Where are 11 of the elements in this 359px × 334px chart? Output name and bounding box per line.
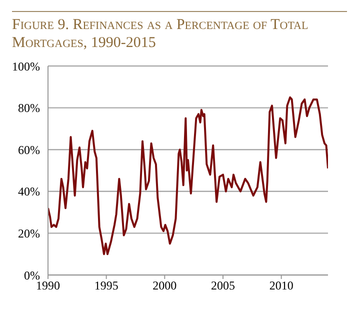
y-tick-label: 100% <box>12 59 40 74</box>
y-tick-label: 40% <box>18 184 40 199</box>
y-tick-label: 80% <box>18 101 40 116</box>
y-tick-label: 60% <box>18 142 40 157</box>
line-series <box>48 96 328 256</box>
x-tick-label: 2000 <box>152 278 177 293</box>
chart-title: Figure 9. Refinances as a Percentage of Total Mortgages, 1990-2015 <box>12 16 310 52</box>
y-tick-label: 20% <box>18 226 40 240</box>
x-tick-label: 1995 <box>94 278 118 293</box>
x-tick-label: 2010 <box>269 278 294 293</box>
x-tick-label: 2005 <box>211 278 235 293</box>
